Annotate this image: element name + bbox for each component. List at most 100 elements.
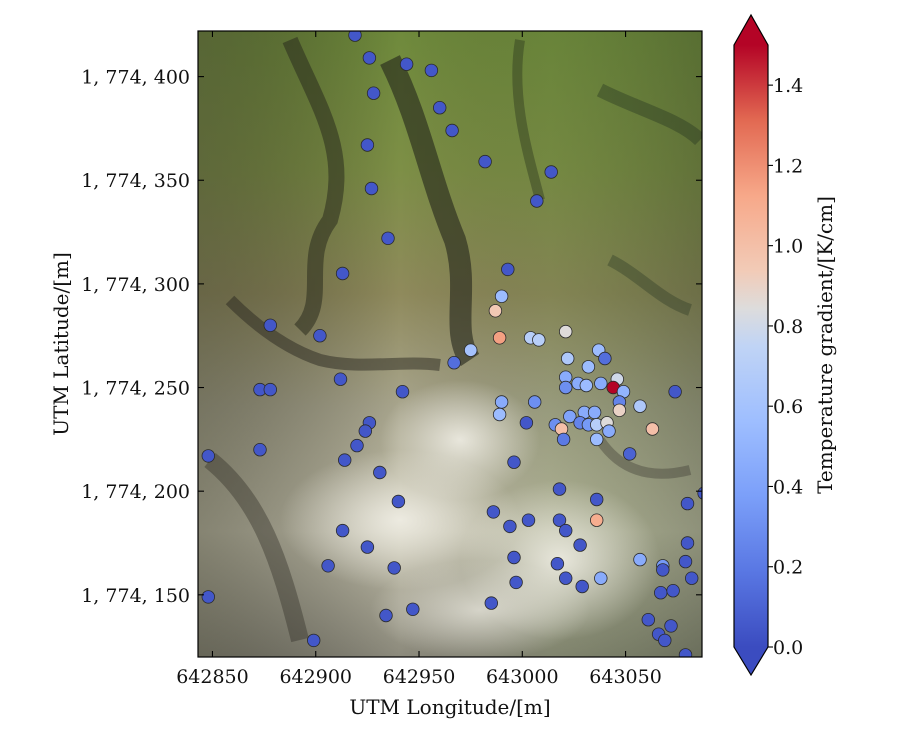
scatter-point bbox=[656, 563, 670, 577]
scatter-point bbox=[492, 407, 507, 422]
scatter-point bbox=[509, 575, 523, 590]
scatter-point bbox=[658, 633, 672, 648]
colorbar-ticks: 0.0 0.2 0.4 0.6 0.8 1.0 1.2 1.4 bbox=[768, 75, 803, 659]
scatter-point bbox=[253, 443, 267, 457]
scatter-point bbox=[664, 619, 678, 633]
scatter-point bbox=[445, 123, 459, 138]
y-tick-label: 1, 774, 300 bbox=[81, 274, 190, 296]
scatter-point bbox=[594, 571, 608, 585]
scatter-point bbox=[201, 590, 216, 604]
scatter-point bbox=[364, 181, 379, 196]
scatter-point bbox=[645, 422, 660, 436]
scatter-point bbox=[573, 538, 587, 552]
scatter-point bbox=[362, 51, 377, 65]
scatter-points bbox=[201, 31, 702, 657]
scatter-point bbox=[406, 602, 420, 617]
colorbar-tick-label: 1.4 bbox=[773, 75, 803, 97]
scatter-point bbox=[685, 571, 699, 585]
x-axis-label: UTM Longitude/[m] bbox=[349, 695, 550, 719]
colorbar: 0.0 0.2 0.4 0.6 0.8 1.0 1.2 1.4 Temperature gra… bbox=[733, 13, 837, 677]
scatter-point bbox=[559, 324, 573, 339]
y-tick-label: 1, 774, 350 bbox=[81, 170, 190, 192]
y-axis-label: UTM Latitude/[m] bbox=[49, 252, 73, 436]
colorbar-tick-label: 1.0 bbox=[773, 236, 803, 258]
scatter-point bbox=[307, 633, 321, 648]
x-tick-label: 642900 bbox=[279, 666, 352, 688]
y-tick-label: 1, 774, 250 bbox=[81, 378, 190, 400]
scatter-point bbox=[391, 494, 406, 509]
scatter-point bbox=[433, 100, 447, 115]
scatter-point bbox=[633, 399, 647, 413]
scatter-point bbox=[387, 561, 401, 575]
x-tick-label: 642950 bbox=[383, 666, 456, 688]
x-tick-label: 643050 bbox=[589, 666, 662, 688]
scatter-point bbox=[494, 395, 509, 409]
scatter-point bbox=[559, 380, 573, 395]
x-tick-label: 642850 bbox=[176, 666, 249, 688]
scatter-point bbox=[581, 360, 596, 374]
scatter-point bbox=[594, 376, 608, 391]
scatter-point bbox=[668, 385, 682, 399]
scatter-point bbox=[503, 519, 517, 534]
scatter-point bbox=[338, 453, 352, 467]
scatter-point bbox=[587, 405, 602, 420]
scatter-point bbox=[575, 579, 589, 594]
scatter-point bbox=[379, 608, 393, 623]
y-tick-label: 1, 774, 400 bbox=[81, 67, 190, 89]
scatter-point bbox=[633, 552, 647, 567]
colorbar-extend-max bbox=[734, 15, 768, 45]
scatter-point bbox=[579, 378, 594, 393]
scatter-point bbox=[263, 382, 278, 397]
scatter-point bbox=[519, 416, 534, 430]
scatter-point bbox=[521, 513, 536, 527]
scatter-point bbox=[559, 523, 573, 538]
scatter-point bbox=[321, 559, 335, 573]
scatter-point bbox=[484, 596, 499, 610]
scatter-point bbox=[550, 557, 565, 571]
scatter-point bbox=[590, 513, 604, 527]
scatter-point bbox=[602, 424, 616, 438]
y-axis: 1, 774, 150 1, 774, 200 1, 774, 250 1, 774,… bbox=[81, 67, 702, 607]
scatter-point bbox=[335, 266, 350, 281]
colorbar-tick-label: 0.4 bbox=[773, 476, 803, 498]
scatter-point bbox=[494, 289, 509, 304]
scatter-point bbox=[552, 482, 567, 496]
scatter-point bbox=[360, 138, 375, 152]
colorbar-gradient bbox=[734, 45, 768, 647]
scatter-point bbox=[678, 554, 693, 569]
scatter-point bbox=[654, 586, 668, 600]
scatter-point bbox=[530, 194, 544, 208]
scatter-point bbox=[478, 154, 492, 169]
scatter-point bbox=[507, 550, 521, 565]
scatter-point bbox=[532, 333, 546, 347]
y-tick-label: 1, 774, 150 bbox=[81, 585, 190, 607]
scatter-point bbox=[360, 540, 375, 554]
scatter-point bbox=[552, 513, 567, 527]
scatter-point bbox=[678, 648, 693, 657]
scatter-point bbox=[395, 385, 410, 399]
scatter-point bbox=[447, 356, 461, 370]
scatter-point bbox=[666, 584, 680, 598]
scatter-point bbox=[350, 438, 364, 453]
colorbar-tick-label: 1.2 bbox=[773, 155, 803, 177]
scatter-point bbox=[358, 424, 373, 438]
scatter-point bbox=[486, 505, 501, 519]
scatter-point bbox=[501, 262, 515, 277]
plot-frame bbox=[197, 30, 703, 658]
scatter-point bbox=[507, 455, 521, 469]
x-axis: 642850 642900 642950 643000 643050 bbox=[176, 31, 662, 688]
scatter-point bbox=[348, 31, 362, 42]
colorbar-tick-label: 0.0 bbox=[773, 637, 803, 659]
scatter-point bbox=[201, 449, 216, 463]
scatter-point bbox=[612, 403, 627, 418]
scatter-point bbox=[424, 63, 439, 78]
scatter-point bbox=[559, 571, 573, 585]
scatter-point bbox=[680, 496, 695, 511]
scatter-point bbox=[263, 318, 278, 333]
scatter-point bbox=[492, 331, 507, 345]
scatter-point bbox=[373, 465, 387, 480]
scatter-point bbox=[544, 165, 558, 179]
y-tick-label: 1, 774, 200 bbox=[81, 481, 190, 503]
colorbar-tick-label: 0.6 bbox=[773, 396, 803, 418]
